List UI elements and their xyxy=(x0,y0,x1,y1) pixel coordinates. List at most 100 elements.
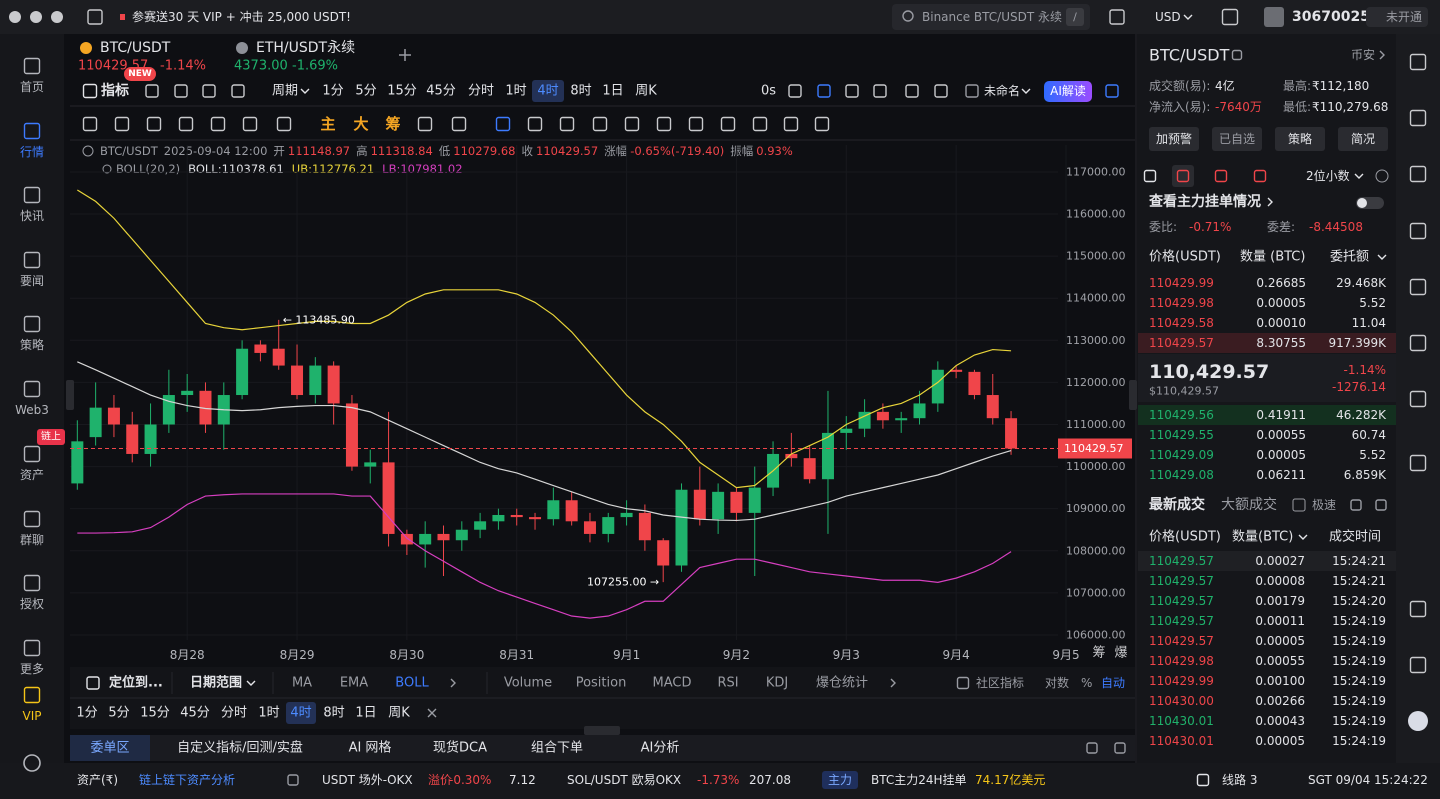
icon[interactable] xyxy=(814,116,830,132)
label[interactable]: 定位到... xyxy=(108,675,163,691)
label[interactable]: 日期范围 xyxy=(190,675,242,691)
settings-icon[interactable] xyxy=(1375,169,1389,183)
add-tab[interactable] xyxy=(399,49,411,61)
button[interactable] xyxy=(1149,127,1199,151)
icon[interactable] xyxy=(624,116,640,132)
label[interactable]: 大 xyxy=(353,115,368,133)
icon[interactable] xyxy=(1409,656,1427,674)
label[interactable]: 2位小数 xyxy=(1306,168,1350,183)
interval[interactable]: 1分 xyxy=(322,84,343,99)
interval[interactable]: 8时 xyxy=(323,706,344,721)
icon[interactable] xyxy=(1409,222,1427,240)
nav-item[interactable]: 首页 xyxy=(20,80,44,94)
label[interactable]: AI分析 xyxy=(641,741,680,756)
icon[interactable] xyxy=(1086,742,1098,754)
icon[interactable] xyxy=(231,84,245,98)
button[interactable] xyxy=(1212,127,1262,151)
icon[interactable] xyxy=(1143,169,1157,183)
icon[interactable] xyxy=(845,84,859,98)
icon[interactable] xyxy=(752,116,768,132)
label[interactable]: 爆仓统计 xyxy=(816,676,868,691)
icon[interactable] xyxy=(720,116,736,132)
interval[interactable]: 分时 xyxy=(221,706,247,721)
label[interactable]: 查看主力挂单情况 xyxy=(1149,193,1261,210)
label[interactable]: 周期 xyxy=(272,84,298,99)
icon[interactable] xyxy=(145,84,159,98)
icon[interactable] xyxy=(1214,169,1228,183)
icon[interactable] xyxy=(1253,169,1267,183)
icon[interactable] xyxy=(873,84,887,98)
nav-item[interactable]: VIP xyxy=(23,709,42,723)
icon[interactable] xyxy=(23,510,41,528)
label[interactable]: BOLL xyxy=(395,676,429,691)
nav-item[interactable]: 快讯 xyxy=(20,209,44,223)
label[interactable]: 现货DCA xyxy=(433,740,487,756)
window-button[interactable] xyxy=(9,11,21,23)
icon[interactable] xyxy=(202,84,216,98)
nav-item[interactable]: Web3 xyxy=(15,403,49,417)
nav-item[interactable]: 授权 xyxy=(20,596,44,611)
interval[interactable]: 周K xyxy=(388,706,410,721)
icon[interactable] xyxy=(1409,334,1427,352)
icon[interactable] xyxy=(1409,165,1427,183)
icon[interactable] xyxy=(23,445,41,463)
icon[interactable] xyxy=(86,676,100,690)
label[interactable]: 组合下单 xyxy=(531,741,583,756)
nav-item[interactable]: 资产 xyxy=(20,468,44,482)
icon[interactable] xyxy=(23,315,41,333)
label[interactable]: MACD xyxy=(653,676,692,691)
window-button[interactable] xyxy=(30,11,42,23)
label[interactable]: Volume xyxy=(504,676,552,691)
icon[interactable] xyxy=(495,116,511,132)
icon[interactable] xyxy=(23,574,41,592)
interval[interactable]: 5分 xyxy=(108,706,129,721)
label[interactable]: Position xyxy=(576,676,627,691)
label[interactable]: USD xyxy=(1155,10,1181,24)
icon[interactable] xyxy=(287,774,299,786)
icon[interactable] xyxy=(178,116,194,132)
icon[interactable] xyxy=(451,116,467,132)
icon[interactable] xyxy=(114,116,130,132)
icon[interactable] xyxy=(82,116,98,132)
icon[interactable] xyxy=(23,251,41,269)
interval[interactable]: 1分 xyxy=(76,706,97,721)
icon[interactable] xyxy=(23,186,41,204)
icon[interactable] xyxy=(688,116,704,132)
nav-item[interactable]: 要闻 xyxy=(20,274,44,288)
button[interactable] xyxy=(1338,127,1388,151)
label[interactable]: 对数 xyxy=(1045,675,1069,690)
window-button[interactable] xyxy=(51,11,63,23)
icon[interactable] xyxy=(276,116,292,132)
ai-button[interactable] xyxy=(1044,81,1092,102)
icon[interactable] xyxy=(417,116,433,132)
icon[interactable] xyxy=(1409,600,1427,618)
label[interactable]: 未命名 xyxy=(984,83,1020,98)
icon[interactable] xyxy=(1375,499,1387,511)
icon[interactable] xyxy=(210,116,226,132)
label[interactable]: 自定义指标/回测/实盘 xyxy=(177,740,303,756)
assistant-avatar[interactable] xyxy=(1408,711,1428,731)
nav-item[interactable]: 更多 xyxy=(20,662,44,676)
icon[interactable] xyxy=(559,116,575,132)
interval[interactable]: 5分 xyxy=(355,84,376,99)
icon[interactable] xyxy=(1409,390,1427,408)
label[interactable]: RSI xyxy=(717,676,738,691)
interval[interactable]: 1日 xyxy=(602,84,623,99)
button[interactable] xyxy=(1275,127,1325,151)
interval[interactable]: 4时 xyxy=(537,84,558,99)
icon[interactable] xyxy=(82,83,98,99)
label[interactable]: EMA xyxy=(340,676,368,691)
interval[interactable]: 分时 xyxy=(468,84,494,99)
icon[interactable] xyxy=(1196,773,1210,787)
interval[interactable]: 45分 xyxy=(426,84,456,99)
label[interactable]: KDJ xyxy=(766,676,788,691)
icon[interactable] xyxy=(87,9,103,25)
interval[interactable]: 8时 xyxy=(570,84,591,99)
icon[interactable] xyxy=(1409,109,1427,127)
search-box[interactable] xyxy=(892,4,1090,30)
icon[interactable] xyxy=(1114,742,1126,754)
label[interactable]: MA xyxy=(292,676,312,691)
label[interactable]: 社区指标 xyxy=(976,675,1024,690)
icon[interactable] xyxy=(23,639,41,657)
collapse-handle[interactable] xyxy=(66,380,74,410)
